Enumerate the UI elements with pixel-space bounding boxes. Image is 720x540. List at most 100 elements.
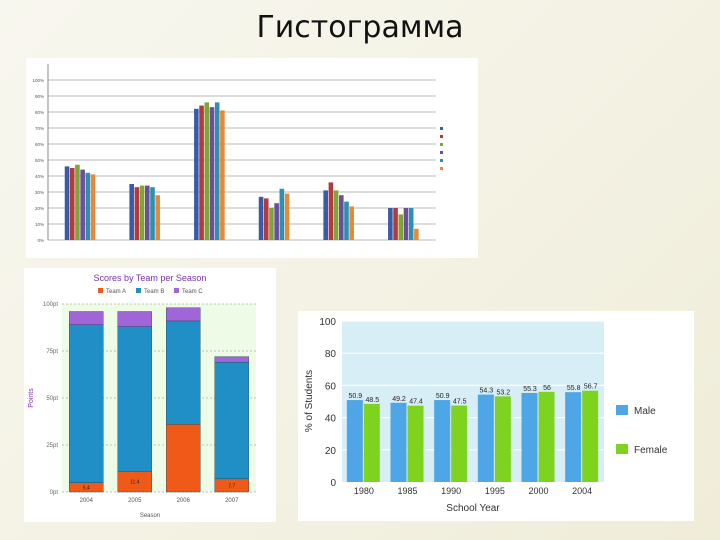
- y-tick-label: 100: [319, 317, 336, 328]
- bar-segment: [117, 326, 152, 472]
- bar: [344, 201, 349, 240]
- y-tick-label: 40%: [35, 174, 44, 179]
- y-axis-label: % of Students: [304, 370, 315, 432]
- legend-swatch: [440, 127, 443, 130]
- team-scores-chart: Scores by Team per Season Team A Team B Tea…: [28, 273, 256, 519]
- legend-swatch: [440, 167, 443, 170]
- bar: [582, 390, 599, 482]
- data-label: 48.5: [366, 397, 380, 404]
- bar: [269, 208, 274, 240]
- students-panel: 0 20 40 60 80 100 % of Students School Year 50.9…: [298, 311, 694, 521]
- y-tick-label: 60: [325, 381, 337, 392]
- x-tick-label: 2004: [572, 486, 592, 496]
- y-tick-label: 90%: [35, 94, 44, 99]
- legend-swatch: [98, 288, 103, 293]
- bar: [398, 214, 404, 240]
- bar: [538, 391, 555, 482]
- x-tick-label: 2007: [225, 498, 239, 504]
- plot-area: [342, 321, 604, 482]
- bar: [414, 228, 419, 240]
- x-tick-label: 1985: [397, 486, 417, 496]
- x-tick-label: 1980: [354, 486, 374, 496]
- bar: [80, 169, 85, 240]
- y-tick-label: 0pt: [50, 490, 59, 496]
- legend-swatch: [136, 288, 141, 293]
- y-tick-label: 60%: [35, 142, 44, 147]
- chart-title: Scores by Team per Season: [94, 273, 207, 283]
- bar: [90, 174, 96, 240]
- bar: [129, 184, 134, 240]
- bar: [75, 164, 80, 240]
- data-label: 50.9: [436, 393, 450, 400]
- bar: [145, 185, 150, 240]
- y-axis-label: Points: [28, 388, 35, 408]
- bar: [258, 196, 264, 240]
- bar-segment: [166, 307, 201, 322]
- bar: [565, 392, 582, 482]
- bar: [69, 168, 75, 240]
- bar: [388, 208, 393, 240]
- bar: [209, 107, 215, 240]
- data-label: 55.3: [523, 386, 537, 393]
- bar: [263, 198, 269, 240]
- bar: [220, 110, 225, 241]
- team-scores-panel: Scores by Team per Season Team A Team B Tea…: [24, 268, 276, 522]
- legend-label: Team B: [144, 289, 164, 295]
- bar: [199, 105, 204, 240]
- students-chart: 0 20 40 60 80 100 % of Students School Year 50.9…: [304, 317, 668, 514]
- bar: [494, 396, 511, 482]
- bar: [346, 400, 363, 482]
- bar: [279, 188, 285, 240]
- data-label: 50.9: [349, 393, 363, 400]
- legend-label: Female: [634, 445, 668, 456]
- legend-label: Male: [634, 406, 656, 417]
- bar: [333, 190, 339, 240]
- y-tick-label: 20%: [35, 206, 44, 211]
- y-tick-label: 30%: [35, 190, 44, 195]
- bar: [194, 108, 199, 240]
- x-tick-label: 2004: [80, 498, 94, 504]
- bar-segment: [166, 320, 201, 425]
- y-tick-label: 75pt: [46, 349, 58, 355]
- data-label: 49.2: [392, 396, 406, 403]
- bar: [477, 394, 494, 482]
- data-label: 47.5: [453, 399, 467, 406]
- bar: [363, 403, 380, 482]
- y-tick-label: 70%: [35, 126, 44, 131]
- legend-swatch: [440, 151, 443, 154]
- legend-swatch: [440, 159, 443, 162]
- top-chart-panel: 0% 10% 20% 30% 40% 50% 60% 70% 80% 90% 100%: [26, 58, 478, 258]
- bar: [85, 172, 91, 240]
- y-tick-label: 80: [325, 349, 337, 360]
- x-tick-label: 2000: [528, 486, 548, 496]
- y-tick-label: 20: [325, 446, 337, 457]
- data-label: 56.7: [584, 384, 598, 391]
- legend-swatch: [616, 444, 628, 454]
- top-bar-chart: 0% 10% 20% 30% 40% 50% 60% 70% 80% 90% 100%: [32, 64, 443, 243]
- bar-segment: [69, 311, 104, 325]
- bar: [274, 203, 279, 240]
- legend-swatch: [440, 143, 443, 146]
- data-label: 53.2: [497, 389, 511, 396]
- legend-label: Team C: [182, 289, 203, 295]
- data-label: 5.4: [83, 485, 90, 491]
- bar-segment: [69, 324, 104, 483]
- y-tick-label: 100pt: [43, 302, 58, 308]
- bar-segment: [214, 356, 249, 363]
- bar: [284, 193, 290, 240]
- bar: [134, 187, 140, 240]
- bar: [155, 195, 160, 240]
- x-tick-label: 1995: [485, 486, 505, 496]
- y-tick-label: 50%: [35, 158, 44, 163]
- legend-swatch: [174, 288, 179, 293]
- legend-swatch: [616, 405, 628, 415]
- data-label: 55.8: [567, 385, 581, 392]
- bar: [328, 182, 334, 240]
- x-tick-label: 2006: [177, 498, 191, 504]
- bar: [139, 185, 145, 240]
- bar: [408, 208, 414, 240]
- bar-segment: [214, 362, 249, 480]
- bar: [393, 208, 398, 240]
- bar: [390, 402, 407, 482]
- y-tick-label: 0%: [37, 238, 44, 243]
